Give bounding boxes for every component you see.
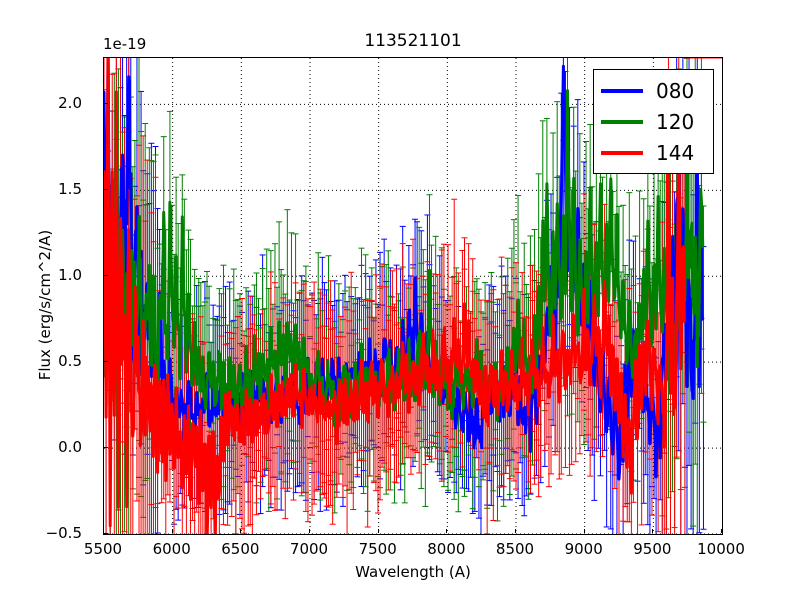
legend: 080 120 144 xyxy=(593,69,714,174)
y-tick-label: 2.0 xyxy=(58,94,82,113)
y-tick-mark xyxy=(104,533,108,534)
x-tick-label: 7500 xyxy=(358,540,397,558)
x-tick-mark xyxy=(377,529,379,533)
y-axis-offset-text: 1e-19 xyxy=(103,35,147,53)
x-tick-label: 8500 xyxy=(495,540,535,558)
y-tick-mark xyxy=(104,189,108,191)
y-axis-label: Flux (erg/s/cm^2/A) xyxy=(36,229,54,381)
x-tick-label: 6500 xyxy=(221,540,260,558)
legend-item: 120 xyxy=(601,106,704,137)
x-tick-mark xyxy=(652,529,654,533)
x-tick-label: 5500 xyxy=(83,540,123,558)
plot-canvas xyxy=(104,58,722,534)
x-tick-mark xyxy=(309,529,310,533)
legend-swatch-120 xyxy=(601,119,643,124)
legend-item: 080 xyxy=(601,75,704,106)
x-tick-mark xyxy=(721,529,722,533)
y-tick-label: −0.5 xyxy=(45,524,82,542)
x-tick-mark xyxy=(240,529,242,533)
y-tick-label: 0.5 xyxy=(58,352,82,371)
legend-swatch-144 xyxy=(601,150,643,155)
y-tick-label: 0.0 xyxy=(58,438,82,457)
y-tick-mark xyxy=(104,447,108,449)
x-tick-label: 6000 xyxy=(152,540,191,558)
legend-label-080: 080 xyxy=(656,78,695,103)
x-tick-label: 8000 xyxy=(427,540,466,558)
x-tick-mark xyxy=(515,529,516,533)
legend-item: 144 xyxy=(601,137,704,168)
x-tick-mark xyxy=(171,529,173,533)
plot-area: 080 120 144 xyxy=(103,57,723,535)
legend-label-120: 120 xyxy=(656,109,695,134)
y-tick-label: 1.0 xyxy=(58,266,82,285)
legend-label-144: 144 xyxy=(656,140,695,165)
x-axis-label: Wavelength (A) xyxy=(355,563,471,581)
y-tick-mark xyxy=(104,103,108,105)
x-tick-mark xyxy=(103,529,104,533)
legend-swatch-080 xyxy=(601,88,643,93)
x-tick-mark xyxy=(446,529,448,533)
y-tick-mark xyxy=(104,275,108,277)
x-tick-label: 9000 xyxy=(564,540,603,558)
x-tick-label: 7000 xyxy=(289,540,329,558)
x-tick-mark xyxy=(583,529,585,533)
chart-title: 113521101 xyxy=(364,31,462,51)
x-tick-label: 10000 xyxy=(697,540,745,558)
y-tick-mark xyxy=(104,361,108,363)
x-tick-label: 9500 xyxy=(633,540,672,558)
y-tick-label: 1.5 xyxy=(58,180,82,199)
